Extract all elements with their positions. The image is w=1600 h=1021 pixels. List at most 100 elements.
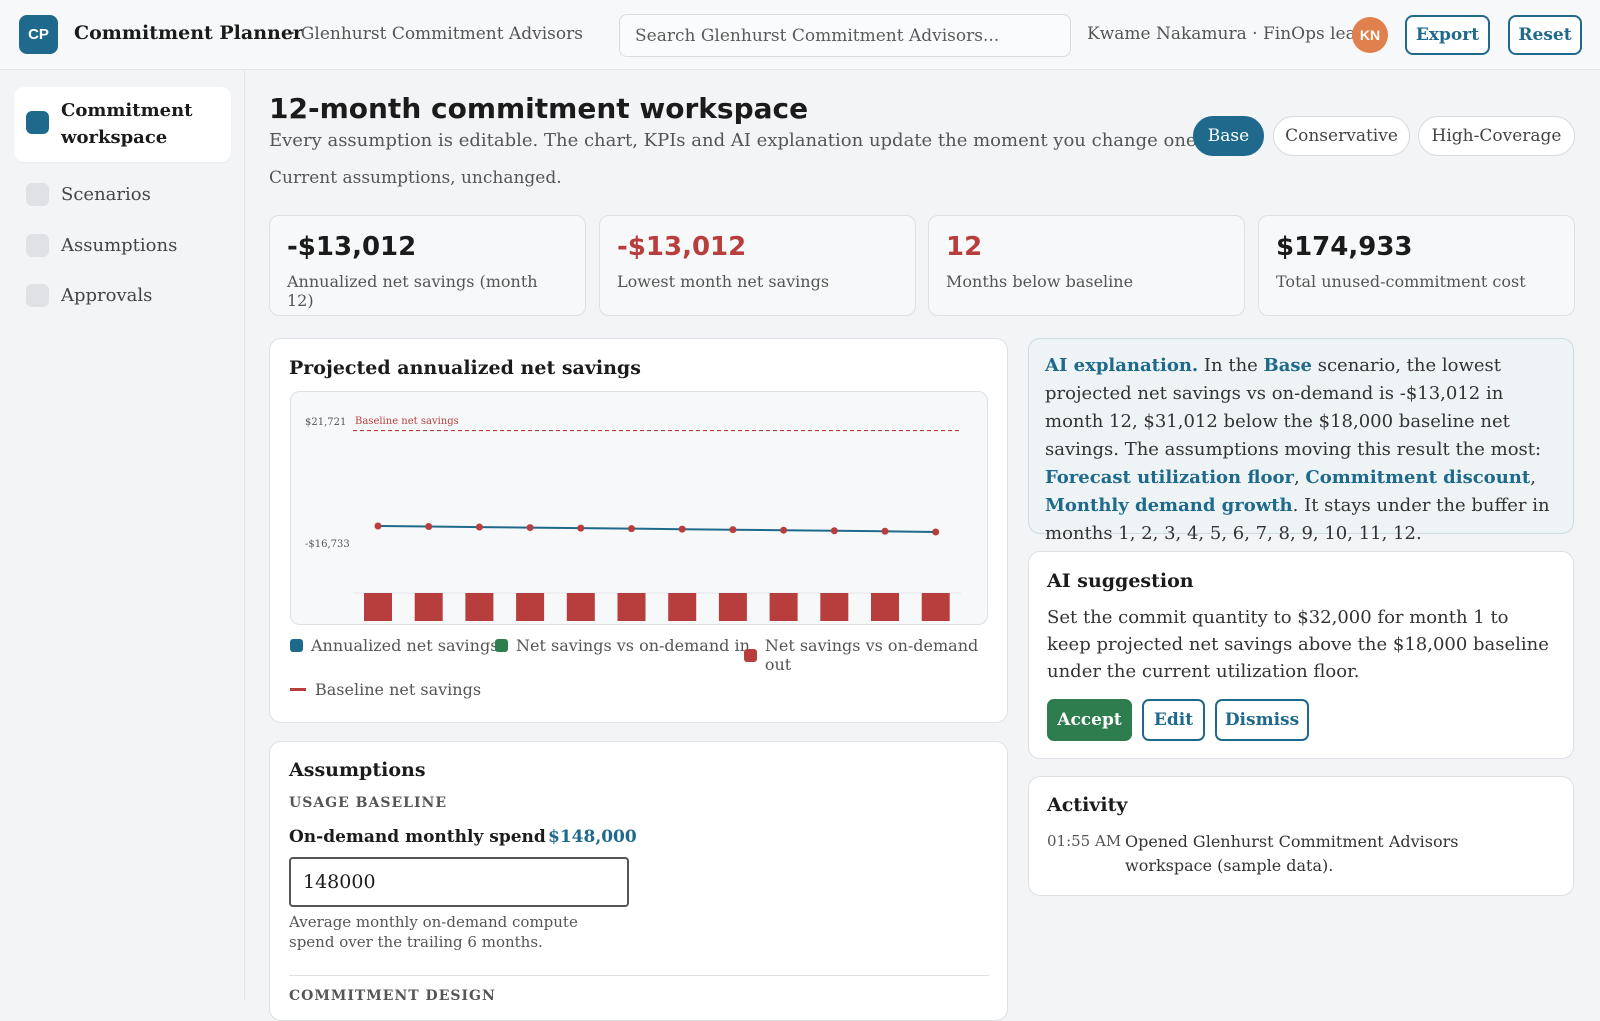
out-bar [668, 593, 697, 621]
line-chart: $21,721 -$16,733 Baseline net savings [305, 416, 961, 621]
field-label: On-demand monthly spend [289, 827, 546, 847]
accept-button[interactable]: Accept [1047, 699, 1132, 741]
legend-swatch [495, 639, 508, 652]
page-subtitle: Every assumption is editable. The chart,… [269, 130, 1203, 151]
reset-button[interactable]: Reset [1508, 15, 1582, 55]
line-point [425, 523, 433, 531]
kpi-label: Months below baseline [946, 272, 1134, 291]
kpi-value: -$13,012 [617, 232, 747, 262]
legend-label: Net savings vs on-demand out [764, 636, 979, 674]
nav-dot-icon [26, 111, 49, 134]
baseline-label: Baseline net savings [355, 416, 459, 427]
search-input[interactable] [619, 14, 1071, 57]
kpi-value: $174,933 [1276, 232, 1413, 262]
kpi-value: 12 [946, 232, 983, 262]
line-point [780, 526, 788, 534]
kpi-card: -$13,012 Annualized net savings (month 1… [269, 215, 586, 316]
explanation-scenario: Base [1263, 355, 1313, 376]
chart-title: Projected annualized net savings [289, 357, 641, 379]
out-bar [414, 593, 443, 621]
activity-card: Activity 01:55 AM Opened Glenhurst Commi… [1028, 776, 1574, 896]
driver-link[interactable]: Forecast utilization floor [1045, 467, 1294, 488]
kpi-card: $174,933 Total unused-commitment cost [1258, 215, 1575, 316]
nav-dot-icon [26, 183, 49, 206]
line-point [932, 528, 940, 536]
scenario-high-coverage-pill[interactable]: High-Coverage [1418, 116, 1575, 156]
section-label: USAGE BASELINE [289, 795, 448, 811]
legend-label: Baseline net savings [315, 680, 482, 699]
out-bar [364, 593, 392, 621]
sidebar: Commitment workspace Scenarios Assumptio… [0, 70, 245, 1000]
legend-label: Annualized net savings [311, 636, 499, 655]
explanation-lead: AI explanation. [1045, 355, 1199, 376]
legend-out: Net savings vs on-demand out [744, 636, 1007, 674]
assumptions-card: Assumptions USAGE BASELINE On-demand mon… [269, 741, 1008, 1021]
sidebar-item-approvals[interactable]: Approvals [14, 276, 231, 316]
line-point [678, 525, 686, 533]
ai-suggestion-card: AI suggestion Set the commit quantity to… [1028, 551, 1574, 759]
sidebar-item-label: Assumptions [61, 235, 178, 256]
scenario-base-pill[interactable]: Base [1193, 116, 1264, 156]
sidebar-item-scenarios[interactable]: Scenarios [14, 175, 231, 215]
avatar[interactable]: KN [1352, 17, 1388, 53]
page-title: 12-month commitment workspace [269, 92, 809, 125]
out-bar [871, 593, 899, 621]
legend-in: Net savings vs on-demand in [495, 636, 750, 655]
activity-time: 01:55 AM [1047, 832, 1122, 850]
nav-dot-icon [26, 284, 49, 307]
org-name: · Glenhurst Commitment Advisors [290, 24, 583, 44]
y-tick-label: -$16,733 [305, 539, 350, 550]
on-demand-spend-input[interactable] [289, 857, 629, 907]
out-bar [769, 593, 798, 621]
divider [289, 975, 989, 976]
kpi-value: -$13,012 [287, 232, 417, 262]
activity-text: Opened Glenhurst Commitment Advisors wor… [1125, 832, 1459, 875]
kpi-card: 12 Months below baseline [928, 215, 1245, 316]
kpi-label: Total unused-commitment cost [1276, 272, 1526, 291]
kpi-label: Lowest month net savings [617, 272, 830, 291]
sidebar-item-label: Scenarios [61, 184, 151, 205]
sidebar-item-label: Approvals [61, 285, 153, 306]
ai-explanation: AI explanation. In the Base scenario, th… [1028, 338, 1574, 544]
line-point [475, 523, 483, 531]
out-bar [921, 593, 950, 621]
out-bar [718, 593, 747, 621]
suggestion-title: AI suggestion [1047, 570, 1194, 592]
status-text: Current assumptions, unchanged. [269, 168, 562, 188]
field-value-display: $148,000 [548, 827, 637, 847]
export-button[interactable]: Export [1405, 15, 1490, 55]
line-point [577, 524, 585, 532]
scenario-conservative-pill[interactable]: Conservative [1273, 116, 1410, 156]
out-bar [566, 593, 595, 621]
app-title: Commitment Planner [74, 22, 303, 44]
edit-button[interactable]: Edit [1142, 699, 1205, 741]
kpi-card: -$13,012 Lowest month net savings [599, 215, 916, 316]
sidebar-item-assumptions[interactable]: Assumptions [14, 226, 231, 266]
line-point [729, 526, 737, 534]
dismiss-button[interactable]: Dismiss [1215, 699, 1309, 741]
legend-swatch [290, 639, 303, 652]
explanation-sep: , [1530, 467, 1536, 488]
top-bar: CP Commitment Planner · Glenhurst Commit… [0, 0, 1600, 70]
driver-link[interactable]: Commitment discount [1305, 467, 1531, 488]
assumptions-title: Assumptions [289, 759, 426, 781]
out-bar [516, 593, 545, 621]
line-point [526, 524, 534, 532]
legend-swatch [744, 648, 757, 662]
legend-label: Net savings vs on-demand in [516, 636, 750, 655]
section-label: COMMITMENT DESIGN [289, 988, 496, 1004]
line-point [374, 522, 382, 530]
kpi-label: Annualized net savings (month 12) [287, 272, 538, 310]
field-help: Average monthly on-demand compute spend … [289, 913, 578, 951]
y-tick-label: $21,721 [305, 417, 346, 428]
explanation-sep: , [1293, 467, 1306, 488]
out-bar [820, 593, 849, 621]
explanation-text: scenario, the lowest projected net savin… [1045, 355, 1542, 460]
line-point [881, 527, 889, 535]
line-point [628, 525, 635, 533]
sidebar-item-commitment-workspace[interactable]: Commitment workspace [14, 87, 231, 162]
annualized-line [377, 525, 936, 533]
driver-link[interactable]: Monthly demand growth [1045, 495, 1293, 516]
user-name: Kwame Nakamura · FinOps lead [1087, 24, 1367, 44]
chart-card: Projected annualized net savings $21,721… [269, 338, 1008, 723]
